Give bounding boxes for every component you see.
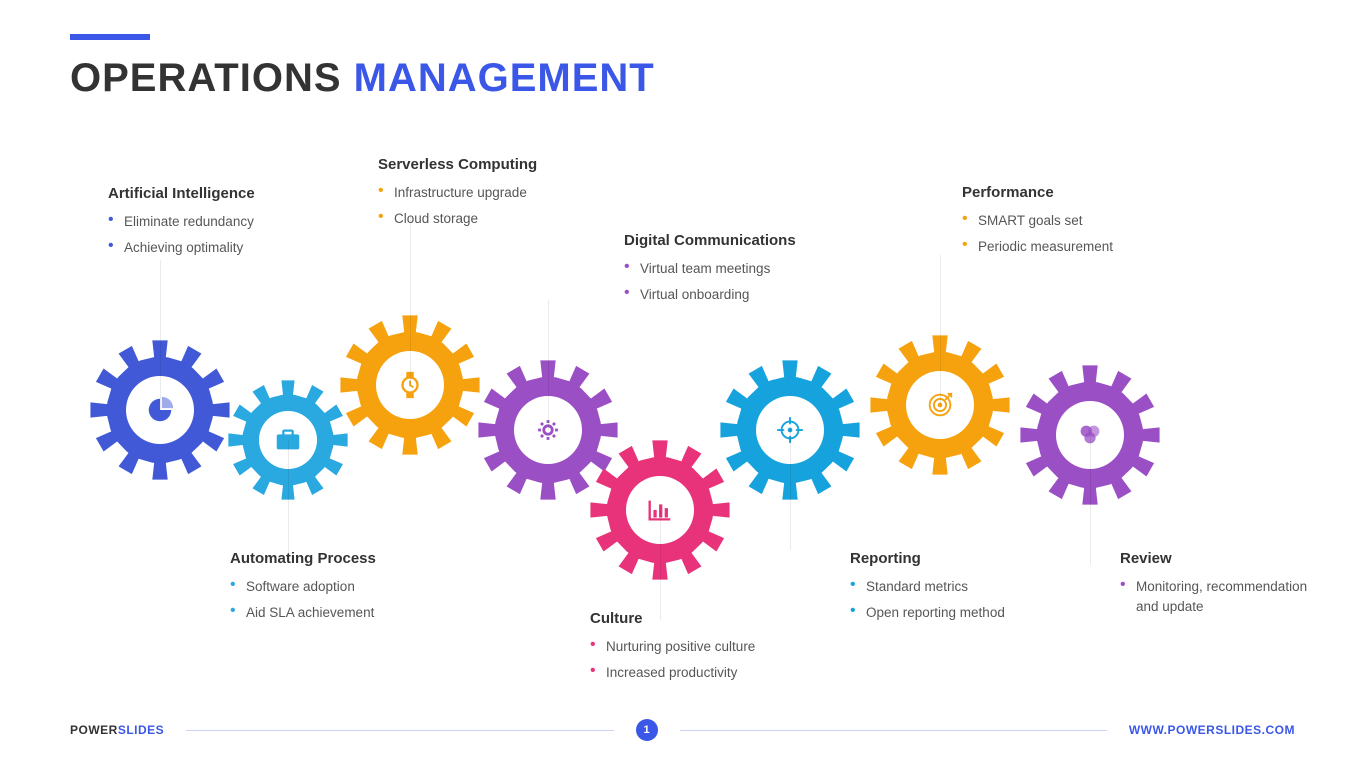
block-ai-list: •Eliminate redundancy •Achieving optimali… bbox=[108, 212, 318, 259]
block-automating-bullet-0: •Software adoption bbox=[230, 577, 440, 597]
block-culture-list: •Nurturing positive culture •Increased pr… bbox=[590, 637, 800, 684]
block-review-bullet-0: •Monitoring, recommendation and update bbox=[1120, 577, 1330, 618]
block-automating: Automating Process •Software adoption •Aid… bbox=[230, 550, 440, 630]
title-part2: MANAGEMENT bbox=[354, 56, 655, 100]
connector-ai bbox=[160, 260, 161, 410]
connector-serverless bbox=[410, 215, 411, 385]
footer: POWERSLIDES 1 WWW.POWERSLIDES.COM bbox=[70, 719, 1295, 741]
block-ai-title: Artificial Intelligence bbox=[108, 185, 318, 202]
block-serverless-bullet-1: •Cloud storage bbox=[378, 209, 588, 229]
block-performance-list: •SMART goals set •Periodic measurement bbox=[962, 211, 1172, 258]
block-performance-bullet-0: •SMART goals set bbox=[962, 211, 1172, 231]
block-digital: Digital Communications •Virtual team meet… bbox=[624, 232, 834, 312]
block-digital-title: Digital Communications bbox=[624, 232, 834, 249]
block-ai-bullet-1: •Achieving optimality bbox=[108, 238, 318, 258]
connector-digital bbox=[548, 300, 549, 430]
diagram-stage: Artificial Intelligence •Eliminate redund… bbox=[0, 130, 1365, 690]
block-ai: Artificial Intelligence •Eliminate redund… bbox=[108, 185, 318, 265]
connector-review bbox=[1090, 435, 1091, 565]
block-reporting-list: •Standard metrics •Open reporting method bbox=[850, 577, 1060, 624]
block-culture-bullet-1: •Increased productivity bbox=[590, 663, 800, 683]
block-reporting-bullet-1: •Open reporting method bbox=[850, 603, 1060, 623]
block-ai-bullet-0: •Eliminate redundancy bbox=[108, 212, 318, 232]
block-reporting-title: Reporting bbox=[850, 550, 1060, 567]
footer-page-number: 1 bbox=[636, 719, 658, 741]
block-digital-bullet-1: •Virtual onboarding bbox=[624, 285, 834, 305]
footer-url: WWW.POWERSLIDES.COM bbox=[1129, 723, 1295, 737]
connector-performance bbox=[940, 255, 941, 405]
footer-line-right bbox=[680, 730, 1107, 731]
block-digital-list: •Virtual team meetings •Virtual onboardin… bbox=[624, 259, 834, 306]
connector-reporting bbox=[790, 430, 791, 550]
page-title: OPERATIONS MANAGEMENT bbox=[70, 56, 655, 101]
block-review-list: •Monitoring, recommendation and update bbox=[1120, 577, 1330, 618]
title-accent-bar bbox=[70, 34, 150, 40]
block-culture: Culture •Nurturing positive culture •Incre… bbox=[590, 610, 800, 690]
block-serverless: Serverless Computing •Infrastructure upgr… bbox=[378, 156, 588, 236]
block-culture-bullet-0: •Nurturing positive culture bbox=[590, 637, 800, 657]
block-digital-bullet-0: •Virtual team meetings bbox=[624, 259, 834, 279]
block-automating-list: •Software adoption •Aid SLA achievement bbox=[230, 577, 440, 624]
footer-line-left bbox=[186, 730, 613, 731]
block-automating-title: Automating Process bbox=[230, 550, 440, 567]
block-serverless-title: Serverless Computing bbox=[378, 156, 588, 173]
block-performance-title: Performance bbox=[962, 184, 1172, 201]
connector-culture bbox=[660, 510, 661, 620]
block-review-title: Review bbox=[1120, 550, 1330, 567]
footer-brand-part2: SLIDES bbox=[118, 723, 164, 737]
connector-automating bbox=[288, 440, 289, 560]
block-performance-bullet-1: •Periodic measurement bbox=[962, 237, 1172, 257]
block-reporting-bullet-0: •Standard metrics bbox=[850, 577, 1060, 597]
title-part1: OPERATIONS bbox=[70, 56, 342, 100]
block-review: Review •Monitoring, recommendation and up… bbox=[1120, 550, 1330, 624]
block-automating-bullet-1: •Aid SLA achievement bbox=[230, 603, 440, 623]
block-culture-title: Culture bbox=[590, 610, 800, 627]
block-reporting: Reporting •Standard metrics •Open reportin… bbox=[850, 550, 1060, 630]
footer-brand: POWERSLIDES bbox=[70, 723, 164, 737]
block-serverless-list: •Infrastructure upgrade •Cloud storage bbox=[378, 183, 588, 230]
block-performance: Performance •SMART goals set •Periodic mea… bbox=[962, 184, 1172, 264]
block-serverless-bullet-0: •Infrastructure upgrade bbox=[378, 183, 588, 203]
footer-brand-part1: POWER bbox=[70, 723, 118, 737]
